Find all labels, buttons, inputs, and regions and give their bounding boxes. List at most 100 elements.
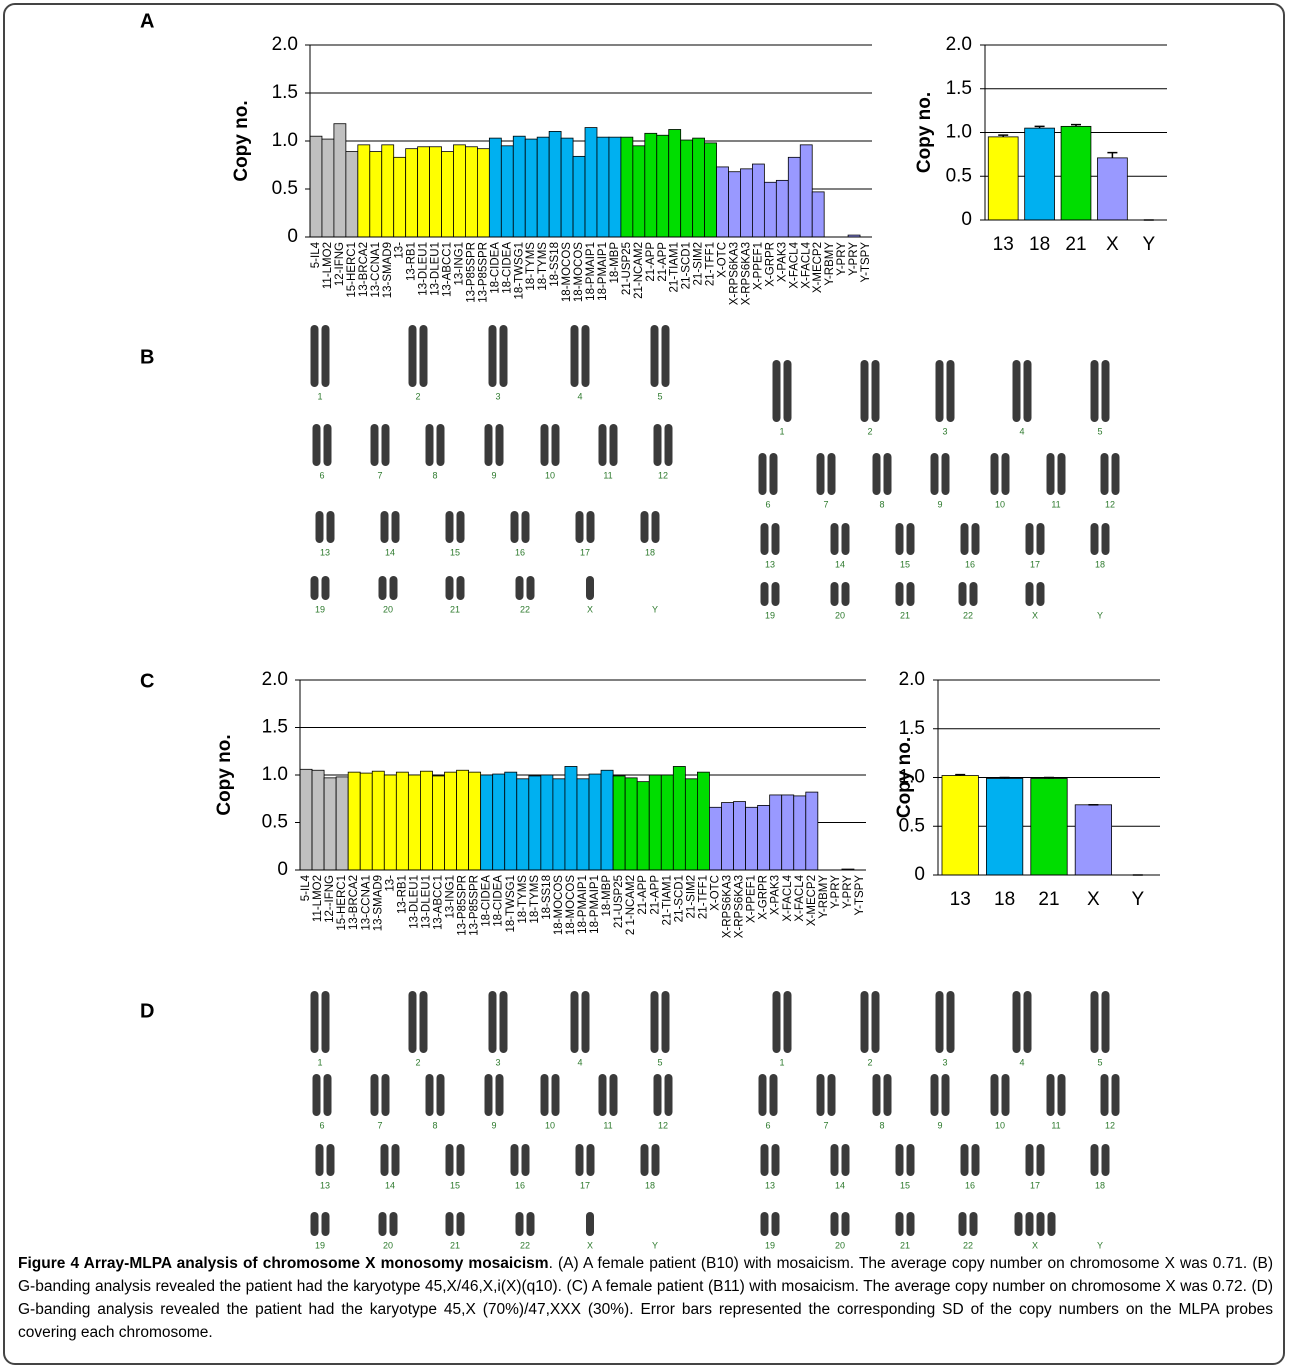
x-tick-label: X-FACL4: [800, 241, 812, 288]
x-tick-label: 13: [993, 234, 1014, 255]
chromosome: [784, 360, 792, 422]
x-tick-label: 18-CIDEA: [481, 875, 493, 927]
chromosome: [873, 1074, 881, 1116]
bar: [649, 775, 661, 870]
bar: [525, 139, 537, 237]
karyotype-label: 16: [515, 547, 525, 557]
x-tick-label: 13-DLEU1: [418, 242, 430, 296]
bar: [770, 795, 782, 870]
karyotype-label: 14: [835, 559, 845, 569]
chromosome: [1002, 453, 1010, 495]
chromosome: [761, 523, 769, 555]
karyotype-label: 18: [1095, 1180, 1105, 1190]
chromosome: [426, 424, 434, 466]
bar: [782, 795, 794, 870]
chromosome: [311, 991, 319, 1053]
chromosome: [381, 511, 389, 543]
bar: [621, 137, 633, 237]
karyotype-label: 5: [1097, 1057, 1102, 1067]
y-tick-label: 1.5: [272, 82, 298, 103]
chromosome: [861, 991, 869, 1053]
x-tick-label: 15-HERC1: [346, 242, 358, 298]
x-tick-label: 18-SS18: [549, 242, 561, 287]
y-tick-label: 1.5: [262, 717, 288, 738]
karyotype-label: 7: [377, 470, 382, 480]
x-tick-label: 12--IFNG: [324, 875, 336, 923]
bar: [334, 124, 346, 237]
chromosome: [610, 424, 618, 466]
x-tick-label: 13-CCNA1: [370, 242, 382, 298]
karyotype-label: 17: [580, 1180, 590, 1190]
karyotype-label: 11: [603, 470, 612, 480]
bar: [685, 779, 697, 870]
karyotype-label: 9: [491, 1120, 496, 1130]
x-tick-label: 13-BRCA2: [358, 242, 370, 297]
karyotype-label: 21: [900, 1240, 910, 1250]
karyotype-label: 21: [450, 604, 460, 614]
x-tick-label: 12-IFNG: [334, 242, 346, 286]
x-tick-label: 18-TYMS: [525, 242, 537, 291]
karyotype-label: 17: [1030, 1180, 1040, 1190]
chromosome: [772, 523, 780, 555]
bar: [986, 778, 1022, 875]
panel-label: D: [140, 1000, 154, 1022]
chromosome: [527, 576, 535, 600]
x-tick-label: 2 1-NCAM2: [625, 875, 637, 935]
karyotype-label: 20: [835, 610, 845, 620]
x-tick-label: X-PAK3: [770, 875, 782, 915]
chromosome: [1058, 453, 1066, 495]
chromosome: [662, 325, 670, 387]
karyotype-label: 12: [658, 470, 668, 480]
x-tick-label: 13-DLEU1: [420, 875, 432, 929]
chromosome: [379, 576, 387, 600]
bar: [669, 129, 681, 237]
karyotype-label: 4: [577, 1057, 582, 1067]
x-tick-label: 21-APP: [645, 242, 657, 282]
chromosome: [1101, 1074, 1109, 1116]
y-tick-label: 1.0: [262, 764, 288, 785]
chromosome: [907, 523, 915, 555]
bar: [1025, 128, 1055, 220]
karyotype-label: 22: [963, 1240, 973, 1250]
chromosome: [654, 1074, 662, 1116]
chromosome: [991, 453, 999, 495]
chromosome: [322, 576, 330, 600]
chromosome: [409, 991, 417, 1053]
karyotype-label: 11: [1051, 1120, 1060, 1130]
chromosome: [1013, 360, 1021, 422]
chromosome: [420, 325, 428, 387]
karyotype-label: 15: [450, 1180, 460, 1190]
chromosome: [1037, 1212, 1045, 1236]
x-tick-label: X-MECP2: [812, 242, 824, 293]
chromosome: [896, 582, 904, 606]
chromosome: [665, 424, 673, 466]
chromosome: [1037, 582, 1045, 606]
chromosome: [972, 1144, 980, 1176]
bar: [517, 779, 529, 870]
bar: [346, 152, 358, 237]
x-tick-label: Y-TSPY: [854, 875, 866, 916]
karyotype-label: X: [587, 1240, 593, 1250]
x-tick-label: X-MECP2: [806, 875, 818, 926]
x-tick-label: 15-HERC1: [336, 875, 348, 931]
chromosome: [772, 1144, 780, 1176]
chromosome: [1026, 582, 1034, 606]
bar: [681, 140, 693, 237]
bar: [432, 776, 444, 870]
x-tick-label: 11-LMO2: [312, 875, 324, 922]
chromosome: [936, 991, 944, 1053]
karyotype-label: 10: [995, 1120, 1005, 1130]
chromosome: [654, 424, 662, 466]
chromosome: [959, 1212, 967, 1236]
chromosome: [1026, 1212, 1034, 1236]
chromosome: [552, 424, 560, 466]
chromosome: [761, 582, 769, 606]
karyotype-label: 16: [965, 1180, 975, 1190]
chromosome: [970, 1212, 978, 1236]
x-tick-label: 18-MOCOS: [561, 242, 573, 302]
chromosome: [511, 1144, 519, 1176]
y-axis-title: Copy no.: [231, 100, 252, 181]
x-tick-label: X-PPEF1: [746, 875, 758, 923]
bar: [481, 775, 493, 870]
x-tick-label: 18-CIDEA: [489, 242, 501, 294]
